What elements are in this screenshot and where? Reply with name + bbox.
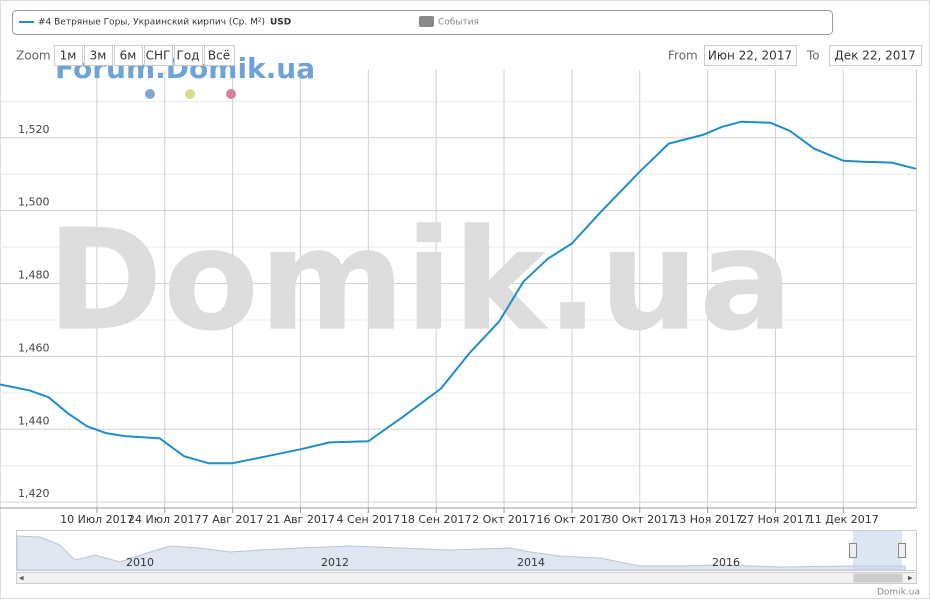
zoom-button-label: 6м [120, 49, 137, 63]
x-tick-label: 16 Окт 2017 [537, 513, 608, 526]
legend-label[interactable]: #4 Ветряные Горы, Украинский кирпич (Ср.… [38, 18, 265, 28]
zoom-button[interactable] [174, 45, 203, 66]
x-tick-label: 7 Авг 2017 [202, 513, 264, 526]
x-tick-label: 21 Авг 2017 [266, 513, 335, 526]
navigator-label: 2010 [126, 556, 154, 569]
scrollbar-thumb[interactable] [853, 573, 903, 583]
x-tick-label: 13 Ноя 2017 [672, 513, 743, 526]
zoom-button[interactable] [54, 45, 83, 66]
series-line [0, 120, 917, 465]
y-tick-label: 1,500 [18, 196, 50, 209]
zoom-button[interactable] [204, 45, 235, 66]
legend-unit: USD [270, 18, 291, 28]
dot [185, 89, 195, 99]
x-tick-label: 4 Сен 2017 [337, 513, 401, 526]
to-value: Дек 22, 2017 [834, 49, 915, 63]
navigator-handle[interactable] [898, 543, 906, 558]
zoom-button[interactable] [84, 45, 113, 66]
scroll-right[interactable]: ▸ [908, 574, 913, 584]
dot [226, 89, 236, 99]
navigator-label: 2012 [321, 556, 349, 569]
from-value: Июн 22, 2017 [708, 49, 792, 63]
zoom-label: Zoom [16, 49, 51, 63]
events-label[interactable]: События [438, 18, 479, 28]
watermark: Domik.ua [47, 200, 794, 363]
to-input[interactable] [829, 45, 922, 66]
x-tick-label: 30 Окт 2017 [604, 513, 675, 526]
navigator-series [16, 535, 906, 571]
zoom-button-label: 1м [60, 49, 77, 63]
scroll-left[interactable]: ◂ [19, 574, 24, 584]
x-tick-label: 27 Ноя 2017 [740, 513, 811, 526]
x-tick-label: 11 Дек 2017 [808, 513, 879, 526]
from-input[interactable] [704, 45, 797, 66]
scrollbar[interactable] [16, 572, 917, 584]
y-tick-label: 1,420 [18, 487, 50, 500]
zoom-button[interactable] [114, 45, 143, 66]
from-label: From [668, 49, 698, 63]
navigator-selection[interactable] [853, 531, 902, 570]
zoom-button-label: СНГ [146, 49, 171, 63]
zoom-button[interactable] [144, 45, 173, 66]
credit[interactable]: Domik.ua [877, 588, 920, 598]
x-tick-label: 18 Сен 2017 [401, 513, 472, 526]
navigator-label: 2016 [712, 556, 740, 569]
zoom-button-label: Всё [208, 49, 230, 63]
y-tick-label: 1,460 [18, 341, 50, 354]
zoom-button-label: Год [177, 49, 200, 63]
navigator-label: 2014 [517, 556, 545, 569]
to-label: To [806, 49, 820, 63]
x-tick-label: 10 Июл 2017 [60, 513, 134, 526]
zoom-button-label: 3м [90, 49, 107, 63]
navigator-handle[interactable] [849, 543, 857, 558]
y-tick-label: 1,440 [18, 414, 50, 427]
x-tick-label: 24 Июл 2017 [128, 513, 202, 526]
y-tick-label: 1,480 [18, 269, 50, 282]
x-tick-label: 2 Окт 2017 [472, 513, 536, 526]
dot [145, 89, 155, 99]
events-swatch [419, 16, 434, 27]
y-tick-label: 1,520 [18, 123, 50, 136]
